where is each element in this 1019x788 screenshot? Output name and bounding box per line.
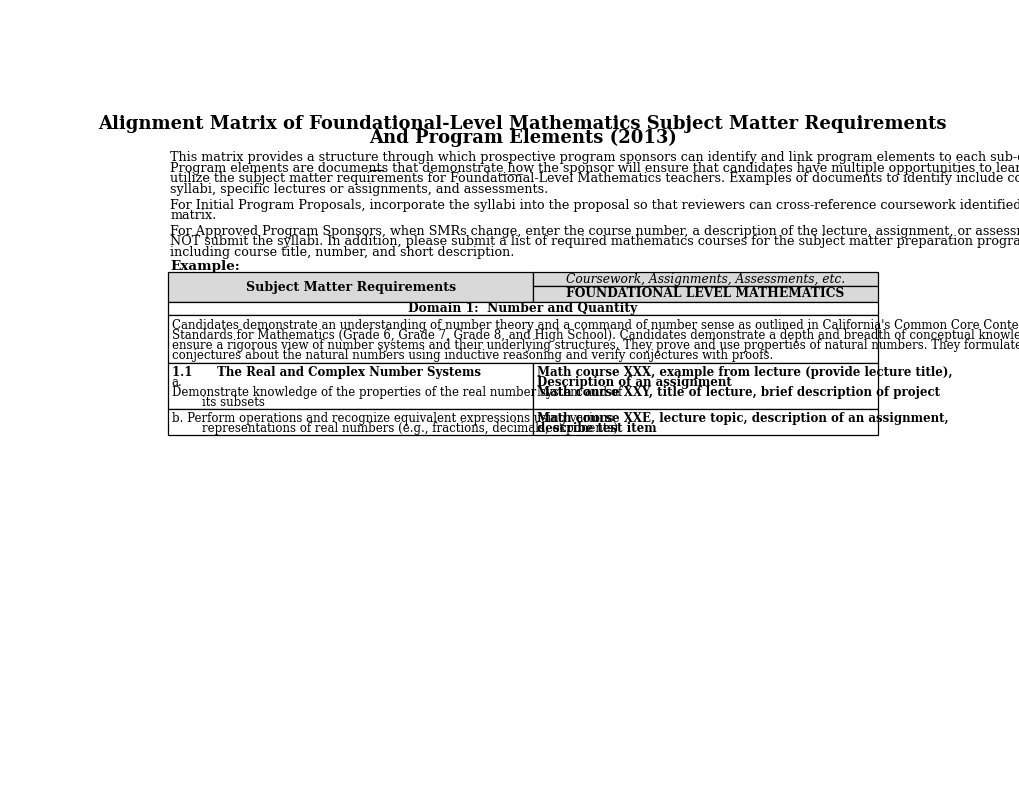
Text: ensure a rigorous view of number systems and their underlying structures. They p: ensure a rigorous view of number systems… <box>171 339 1019 351</box>
Bar <box>168 314 876 362</box>
Text: Math course XXE, lecture topic, description of an assignment,: Math course XXE, lecture topic, descript… <box>537 412 948 425</box>
Text: For Approved Program Sponsors, when SMRs change, enter the course number, a desc: For Approved Program Sponsors, when SMRs… <box>170 225 1019 238</box>
Bar <box>533 273 876 286</box>
Text: FOUNDATIONAL LEVEL MATHEMATICS: FOUNDATIONAL LEVEL MATHEMATICS <box>566 288 844 300</box>
Text: utilize the subject matter requirements for Foundational-Level Mathematics teach: utilize the subject matter requirements … <box>170 173 1019 185</box>
Text: including course title, number, and short description.: including course title, number, and shor… <box>170 246 514 259</box>
Text: its subsets: its subsets <box>171 396 264 409</box>
Text: Candidates demonstrate an understanding of number theory and a command of number: Candidates demonstrate an understanding … <box>171 318 1019 332</box>
Bar <box>168 362 533 409</box>
Bar <box>533 286 876 302</box>
Bar <box>168 273 533 302</box>
Bar <box>533 362 876 409</box>
Text: Standards for Mathematics (Grade 6, Grade 7, Grade 8, and High School). Candidat: Standards for Mathematics (Grade 6, Grad… <box>171 329 1019 342</box>
Text: Example:: Example: <box>170 260 239 273</box>
Text: Program elements are documents that demonstrate ̲h̲o̲w the sponsor will ensure t: Program elements are documents that demo… <box>170 162 1019 175</box>
Text: Subject Matter Requirements: Subject Matter Requirements <box>246 281 455 294</box>
Text: Alignment Matrix of Foundational-Level Mathematics Subject Matter Requirements: Alignment Matrix of Foundational-Level M… <box>99 114 946 132</box>
Bar <box>168 409 533 435</box>
Text: This matrix provides a structure through which prospective program sponsors can : This matrix provides a structure through… <box>170 151 1019 164</box>
Text: Demonstrate knowledge of the properties of the real number system and of: Demonstrate knowledge of the properties … <box>171 385 622 399</box>
Text: Domain 1:  Number and Quantity: Domain 1: Number and Quantity <box>408 302 637 314</box>
Text: describe test item: describe test item <box>537 422 656 435</box>
Text: conjectures about the natural numbers using inductive reasoning and verify conje: conjectures about the natural numbers us… <box>171 348 772 362</box>
Text: 1.1      The Real and Complex Number Systems: 1.1 The Real and Complex Number Systems <box>171 366 480 378</box>
Bar <box>168 302 876 314</box>
Text: syllabi, specific lectures or assignments, and assessments.: syllabi, specific lectures or assignment… <box>170 183 548 196</box>
Text: And Program Elements (2013): And Program Elements (2013) <box>369 129 676 147</box>
Bar <box>533 409 876 435</box>
Text: b. Perform operations and recognize equivalent expressions using various: b. Perform operations and recognize equi… <box>171 412 612 425</box>
Text: Math course XXX, example from lecture (provide lecture title),: Math course XXX, example from lecture (p… <box>537 366 952 378</box>
Text: a.: a. <box>171 376 182 388</box>
Text: Description of an assignment: Description of an assignment <box>537 376 732 388</box>
Text: For Initial Program Proposals, incorporate the syllabi into the proposal so that: For Initial Program Proposals, incorpora… <box>170 199 1019 211</box>
Text: representations of real numbers (e.g., fractions, decimals, exponents): representations of real numbers (e.g., f… <box>171 422 618 435</box>
Text: matrix.: matrix. <box>170 210 216 222</box>
Text: Math course XXY, title of lecture, brief description of project: Math course XXY, title of lecture, brief… <box>537 385 940 399</box>
Text: Coursework, Assignments, Assessments, etc.: Coursework, Assignments, Assessments, et… <box>566 273 845 286</box>
Text: NOT submit the syllabi. In addition, please submit a list of required mathematic: NOT submit the syllabi. In addition, ple… <box>170 236 1019 248</box>
